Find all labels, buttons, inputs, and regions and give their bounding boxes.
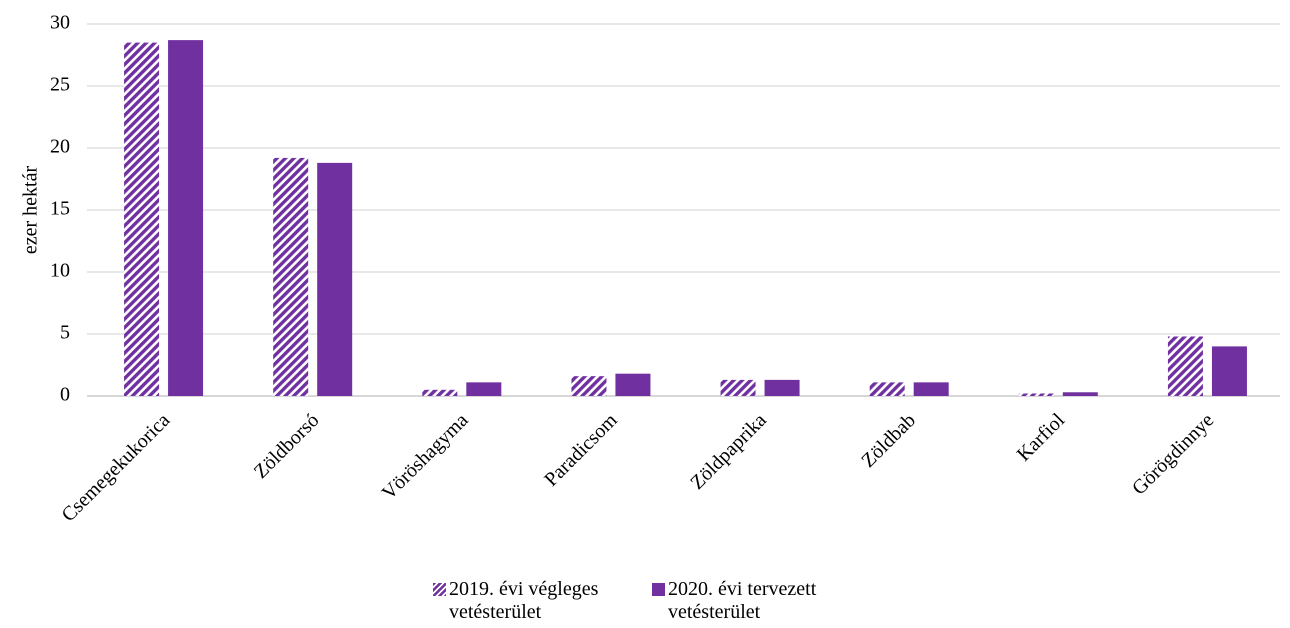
bar [571,376,607,396]
legend-item: 2020. évi tervezett vetésterület [652,578,857,624]
bar [124,42,160,396]
bar [1062,392,1098,396]
x-tick-label: Csemegekukorica [57,409,174,526]
y-tick-label: 15 [50,198,70,220]
legend: 2019. évi végleges vetésterület 2020. évi… [0,578,1290,624]
bar [168,40,204,397]
x-tick-label: Zöldpaprika [686,409,771,494]
legend-swatch [652,583,665,596]
bar [913,382,949,396]
y-tick-label: 20 [50,136,70,158]
bar [764,379,800,396]
x-tick-label: Vöröshagyma [378,409,473,504]
x-tick-label: Karfiol [1013,409,1070,466]
y-axis-label: ezer hektár [20,166,42,255]
bar [273,157,309,396]
bar [615,373,651,396]
bar [1018,393,1054,396]
legend-label: 2020. évi tervezett vetésterület [668,578,817,623]
legend-item: 2019. évi végleges vetésterület [433,578,638,624]
x-tick-label: Zöldborsó [250,409,324,483]
y-tick-label: 10 [50,260,70,282]
bar [720,379,756,396]
y-tick-label: 0 [60,384,70,406]
bar [422,389,458,396]
bar [1167,336,1203,396]
y-tick-label: 30 [50,12,70,34]
x-tick-label: Görögdinnye [1128,409,1218,499]
chart: ezer hektár 0 5 10 15 20 25 30 Csemegekukorica Z… [20,12,1280,526]
bar [869,382,905,396]
bar [466,382,502,396]
x-tick-label: Paradicsom [540,409,622,491]
legend-label: 2019. évi végleges vetésterület [449,578,599,623]
bar [317,162,353,396]
legend-swatch [433,583,446,596]
bar [1211,346,1247,396]
y-tick-label: 5 [60,322,70,344]
x-tick-label: Zöldbab [857,409,920,472]
y-tick-label: 25 [50,74,70,96]
